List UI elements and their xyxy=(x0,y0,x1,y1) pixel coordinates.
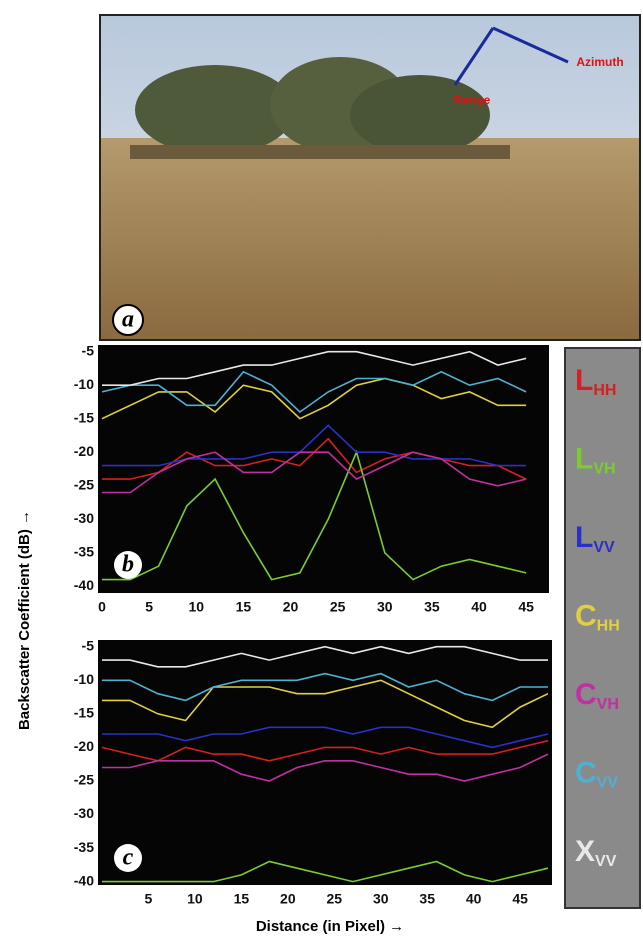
y-tick-label: -10 xyxy=(74,671,94,687)
x-tick-label: 10 xyxy=(188,599,204,615)
legend-subscript: VV xyxy=(593,539,615,556)
y-tick-label: -15 xyxy=(74,409,94,425)
y-tick-label: -5 xyxy=(82,637,95,653)
legend-letter: C xyxy=(575,599,597,632)
y-tick-label: -20 xyxy=(74,738,94,754)
y-tick-label: -25 xyxy=(74,772,94,788)
x-tick-label: 35 xyxy=(419,891,435,907)
y-tick-label: -35 xyxy=(74,543,94,559)
x-tick-label: 30 xyxy=(373,891,389,907)
legend-subscript: VV xyxy=(595,853,617,870)
x-tick-label: 25 xyxy=(327,891,343,907)
annotation: Range xyxy=(454,93,491,107)
x-tick-label: 0 xyxy=(98,599,106,615)
legend-letter: L xyxy=(575,364,593,397)
x-tick-label: 15 xyxy=(234,891,250,907)
y-tick-label: -40 xyxy=(74,577,94,593)
legend-letter: C xyxy=(575,678,597,711)
y-tick-label: -15 xyxy=(74,705,94,721)
y-tick-label: -35 xyxy=(74,839,94,855)
x-tick-label: 20 xyxy=(280,891,296,907)
legend-subscript: VH xyxy=(593,461,615,478)
x-axis-label: Distance (in Pixel) → xyxy=(256,918,404,935)
x-tick-label: 20 xyxy=(283,599,299,615)
x-tick-label: 5 xyxy=(145,599,153,615)
x-tick-label: 40 xyxy=(471,599,487,615)
x-tick-label: 45 xyxy=(512,891,528,907)
x-tick-label: 35 xyxy=(424,599,440,615)
y-tick-label: -10 xyxy=(74,376,94,392)
legend-letter: X xyxy=(575,835,595,868)
y-tick-label: -5 xyxy=(82,342,95,358)
y-tick-label: -30 xyxy=(74,805,94,821)
panel-label: c xyxy=(123,845,134,871)
legend-letter: C xyxy=(575,756,597,789)
legend-letter: L xyxy=(575,442,593,475)
x-tick-label: 25 xyxy=(330,599,346,615)
plot-area xyxy=(98,640,552,885)
x-tick-label: 5 xyxy=(145,891,153,907)
y-tick-label: -25 xyxy=(74,476,94,492)
x-tick-label: 15 xyxy=(236,599,252,615)
x-tick-label: 40 xyxy=(466,891,482,907)
legend-subscript: HH xyxy=(597,618,620,635)
y-tick-label: -20 xyxy=(74,443,94,459)
x-tick-label: 10 xyxy=(187,891,203,907)
legend-subscript: VV xyxy=(597,775,619,792)
photo xyxy=(100,15,640,340)
legend-subscript: VH xyxy=(597,696,619,713)
panel-label: a xyxy=(122,307,134,333)
panel-label: b xyxy=(122,552,134,578)
y-tick-label: -40 xyxy=(74,872,94,888)
legend-subscript: HH xyxy=(593,382,616,399)
x-tick-label: 30 xyxy=(377,599,393,615)
annotation: Azimuth xyxy=(576,55,623,69)
y-axis-label: Backscatter Coefficient (dB) → xyxy=(16,510,33,730)
legend-letter: L xyxy=(575,521,593,554)
figure: a Range Azimuth Backscatter Coefficient … xyxy=(0,0,643,943)
x-tick-label: 45 xyxy=(518,599,534,615)
y-tick-label: -30 xyxy=(74,510,94,526)
